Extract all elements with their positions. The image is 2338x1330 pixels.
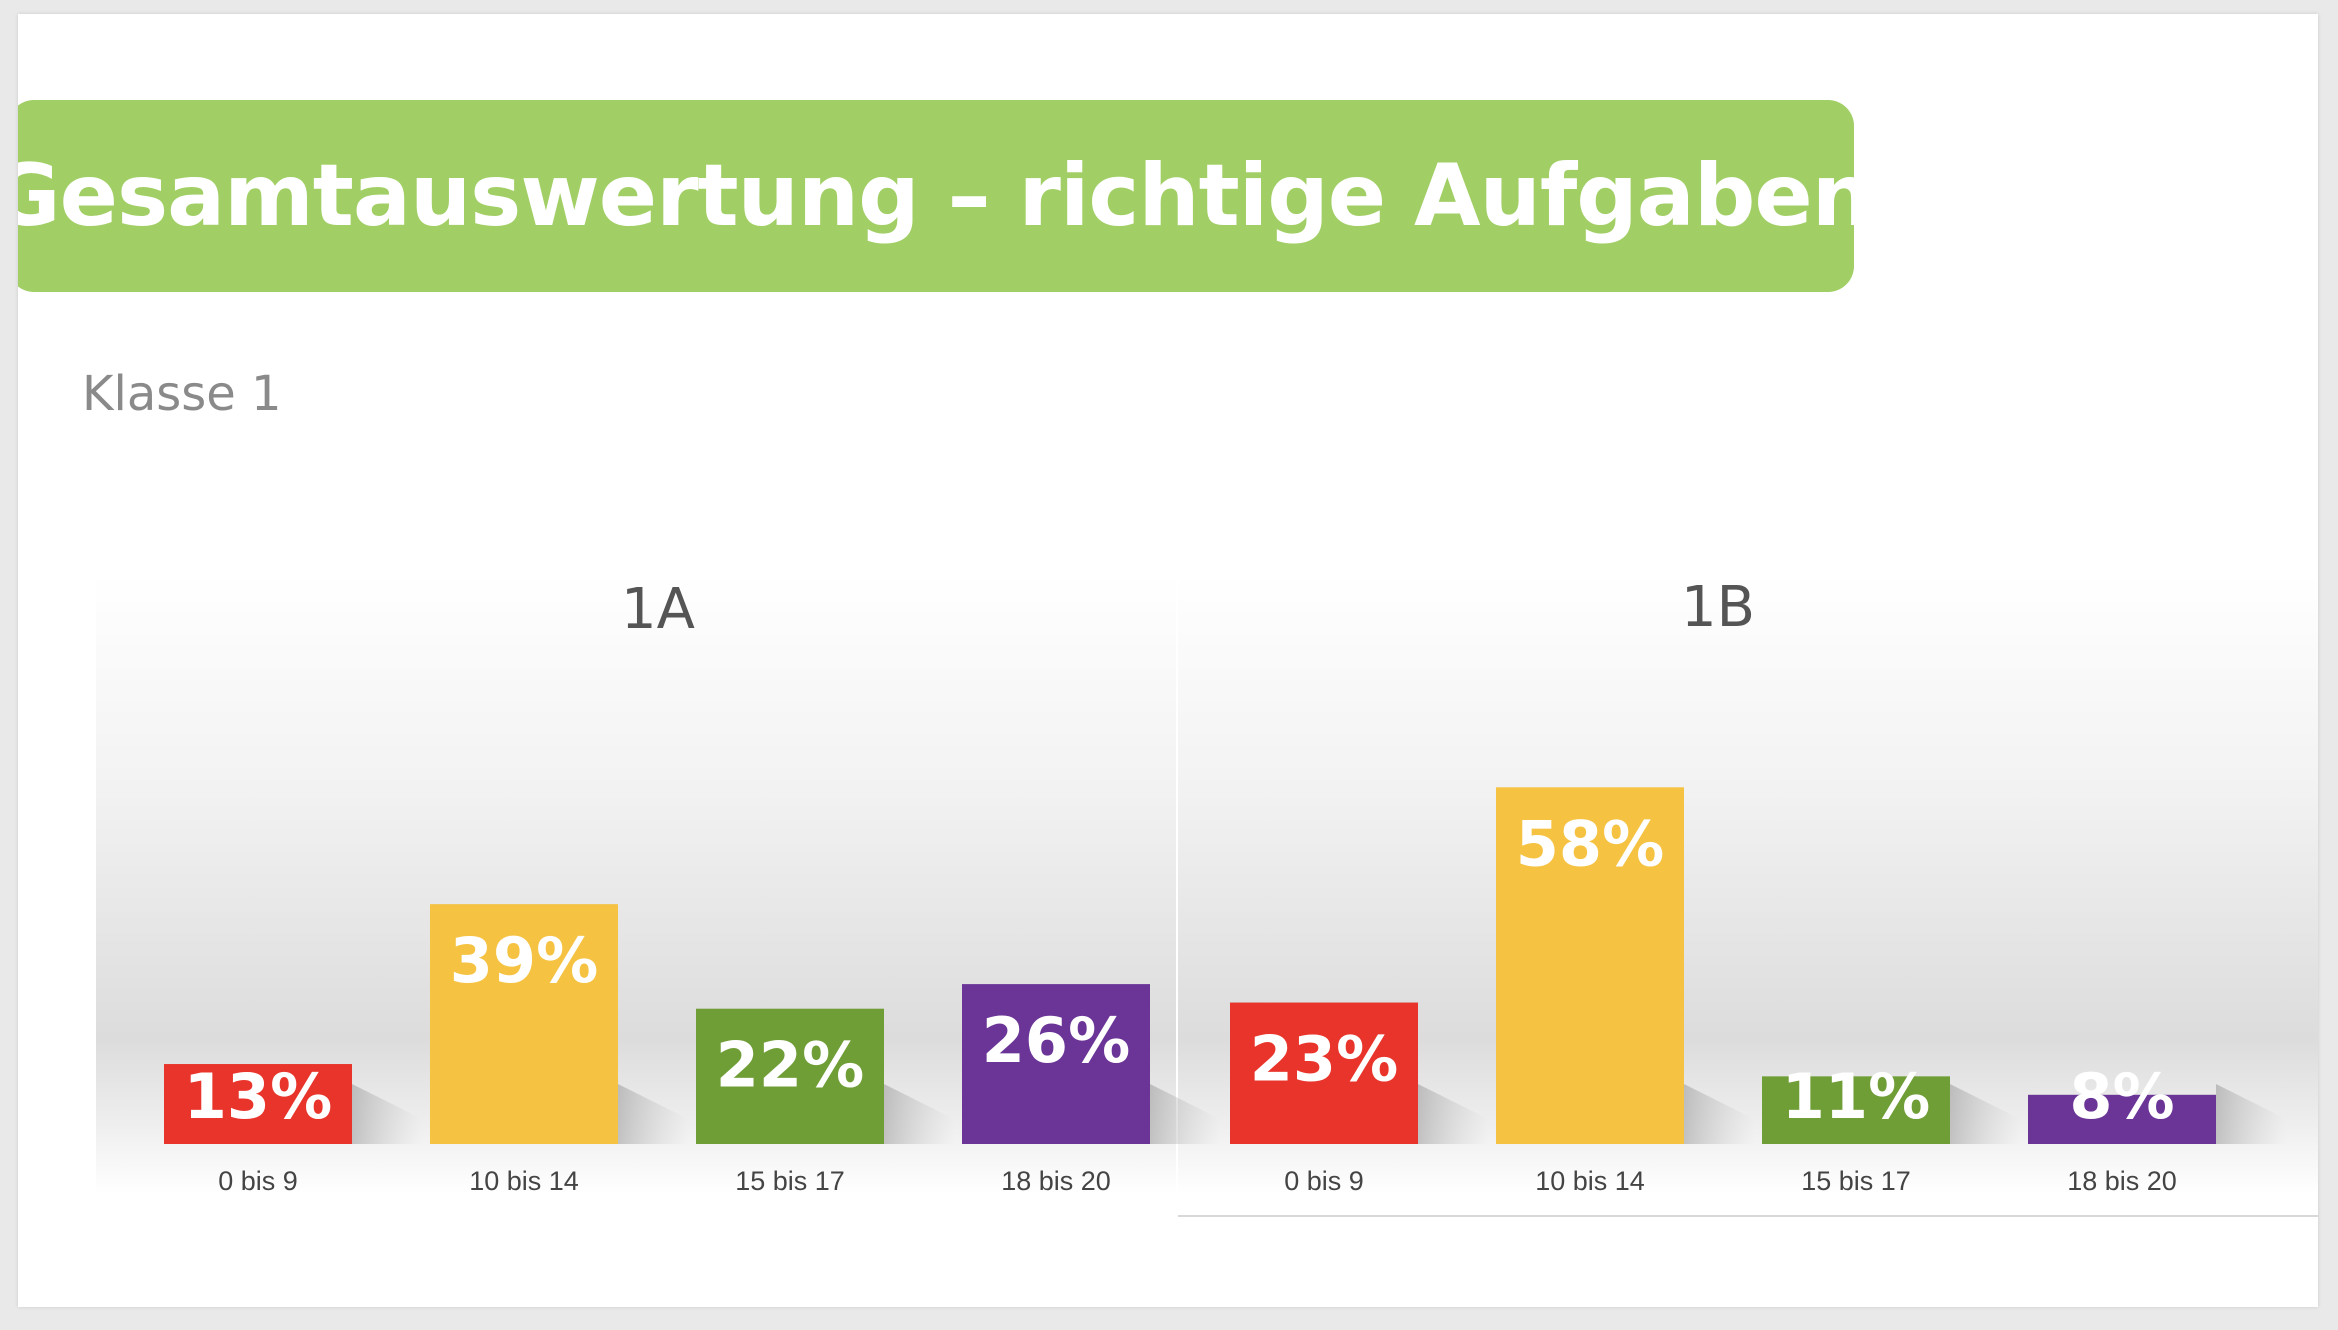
bar-1b-1 xyxy=(1230,1002,1418,1144)
category-label: 0 bis 9 xyxy=(218,1166,298,1196)
bar-shadow xyxy=(1684,1084,1754,1144)
bar-value-label: 13% xyxy=(184,1060,332,1133)
bar-value-label: 39% xyxy=(450,924,598,997)
category-label: 18 bis 20 xyxy=(1001,1166,1111,1196)
title-banner: Gesamtauswertung – richtige Aufgaben xyxy=(18,100,1873,292)
slide-title: Gesamtauswertung – richtige Aufgaben xyxy=(18,146,1873,246)
bar-shadow xyxy=(352,1084,422,1144)
bar-1a-3 xyxy=(696,1008,884,1144)
bar-1a-2 xyxy=(430,904,618,1144)
panel-title: 1B xyxy=(1681,575,1755,640)
slide: Gesamtauswertung – richtige Aufgaben Kla… xyxy=(18,14,2318,1307)
bar-value-label: 23% xyxy=(1250,1023,1398,1096)
bar-shadow xyxy=(1950,1084,2020,1144)
chart-panel-1b: 1B 23% 0 bis 9 58% 10 bis 14 11% 15 bis 17 8% 18… xyxy=(1230,575,2286,1196)
bar-shadow xyxy=(884,1084,954,1144)
chart-panel-1a: 1A 13% 0 bis 9 39% 10 bis 14 22% 15 bis 17 26% 1… xyxy=(164,577,1220,1196)
bar-shadow xyxy=(1418,1084,1488,1144)
bar-value-label: 58% xyxy=(1516,807,1664,880)
bar-1b-3 xyxy=(1762,1076,1950,1144)
bar-1a-1 xyxy=(164,1064,352,1144)
slide-subtitle: Klasse 1 xyxy=(82,366,282,422)
category-label: 15 bis 17 xyxy=(1801,1166,1911,1196)
bar-1b-2 xyxy=(1496,787,1684,1144)
bar-value-label: 8% xyxy=(2069,1060,2174,1133)
category-label: 18 bis 20 xyxy=(2067,1166,2177,1196)
category-label: 15 bis 17 xyxy=(735,1166,845,1196)
charts-area: 1A 13% 0 bis 9 39% 10 bis 14 22% 15 bis 17 26% 1… xyxy=(96,574,2318,1217)
bar-shadow xyxy=(618,1084,688,1144)
panel-title: 1A xyxy=(621,577,695,642)
category-label: 10 bis 14 xyxy=(469,1166,579,1196)
bar-shadow xyxy=(1150,1084,1220,1144)
bar-1a-4 xyxy=(962,984,1150,1144)
category-label: 10 bis 14 xyxy=(1535,1166,1645,1196)
bar-shadow xyxy=(2216,1084,2286,1144)
bar-value-label: 11% xyxy=(1782,1060,1930,1133)
bar-value-label: 22% xyxy=(716,1029,864,1102)
bar-1b-4 xyxy=(2028,1094,2216,1144)
bar-value-label: 26% xyxy=(982,1004,1130,1077)
category-label: 0 bis 9 xyxy=(1284,1166,1364,1196)
